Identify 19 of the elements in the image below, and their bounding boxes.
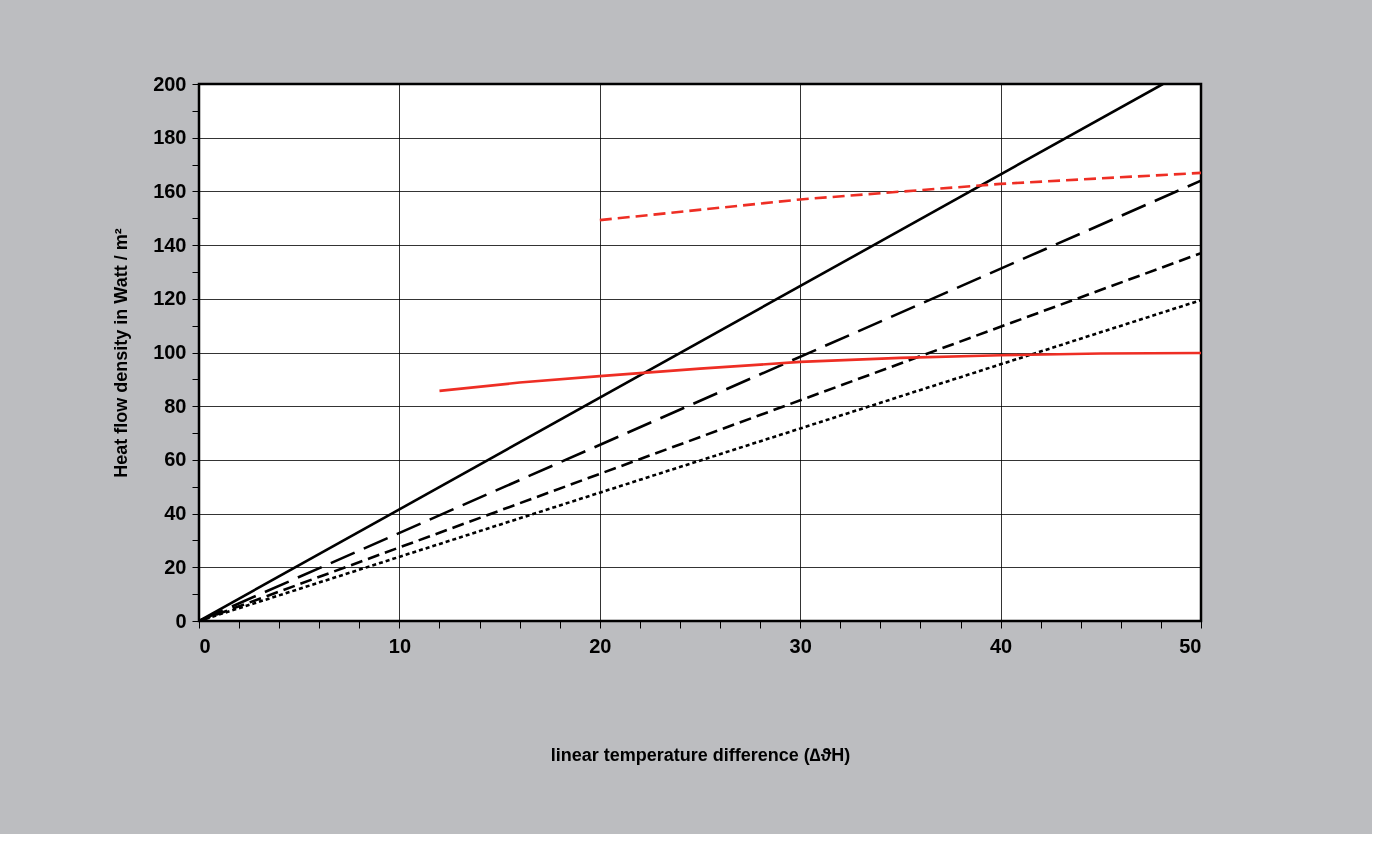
y-tick-label: 100 (153, 341, 187, 363)
x-tick-label: 50 (1179, 634, 1202, 657)
y-tick-label: 20 (164, 555, 187, 578)
y-tick-label: 0 (175, 609, 187, 632)
y-tick-label: 120 (153, 287, 187, 310)
y-tick-label: 60 (164, 448, 187, 471)
y-tick-label: 200 (153, 72, 187, 95)
x-tick-label: 30 (789, 634, 812, 657)
x-tick-label: 40 (989, 634, 1013, 657)
x-tick-label: 0 (199, 634, 211, 657)
y-axis-title: Heat flow density in Watt / m² (111, 228, 132, 478)
x-tick-label: 10 (388, 634, 412, 657)
y-tick-label: 160 (153, 179, 187, 202)
y-tick-label: 180 (153, 126, 187, 149)
x-tick-label: 20 (589, 634, 612, 657)
y-tick-label: 140 (153, 233, 187, 256)
y-tick-label: 40 (164, 502, 187, 525)
y-tick-label: 80 (164, 394, 187, 417)
x-axis-title: linear temperature difference (∆ϑH) (550, 744, 851, 765)
